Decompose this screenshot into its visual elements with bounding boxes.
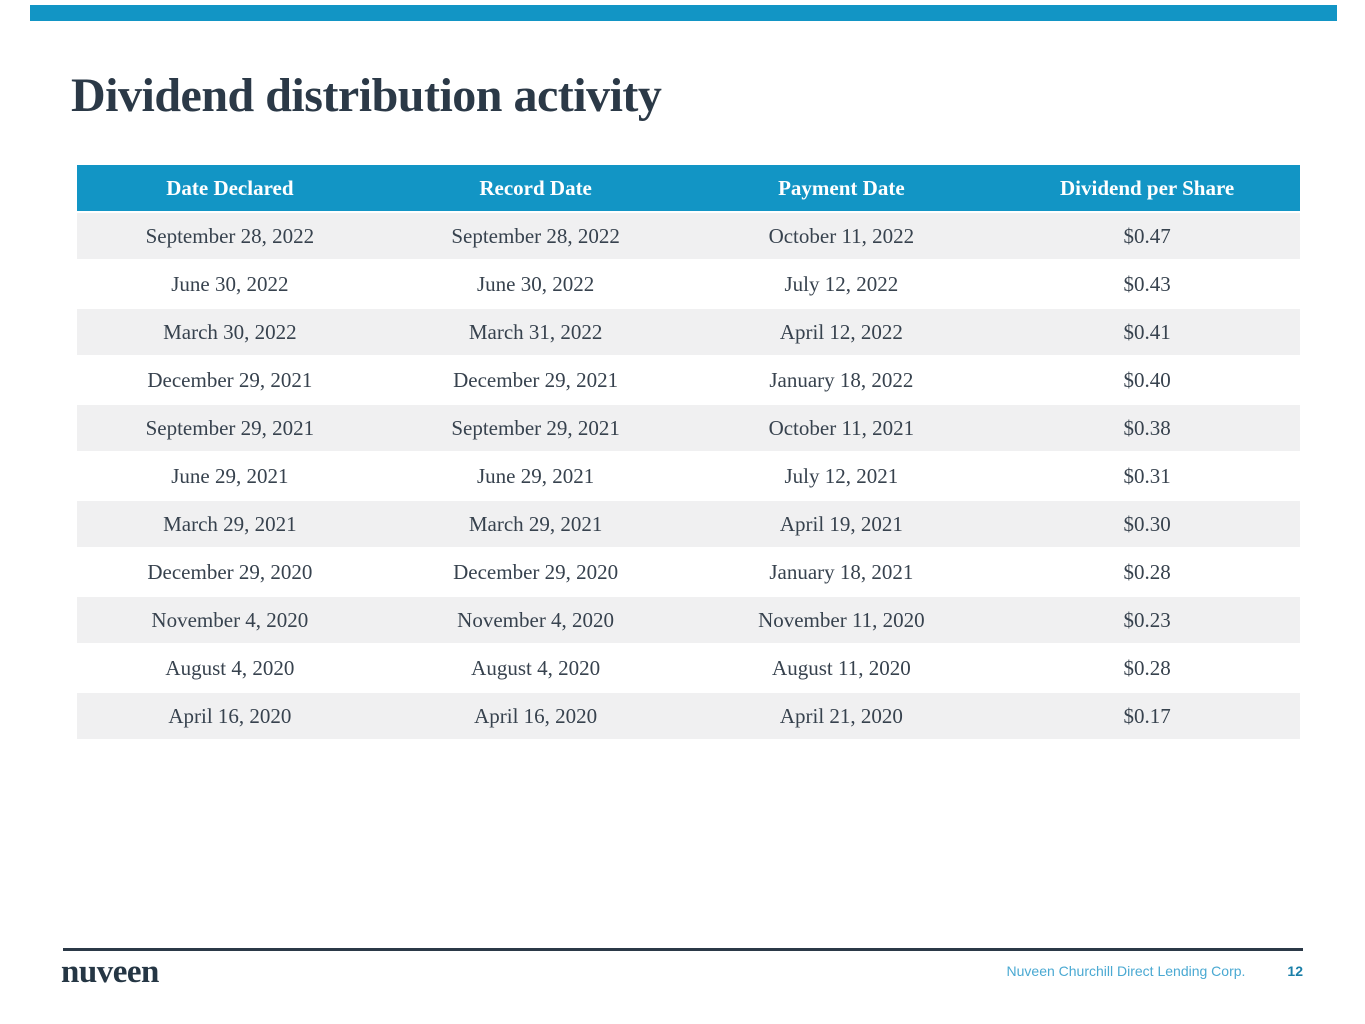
table-cell: June 30, 2022 bbox=[382, 261, 689, 307]
page-title: Dividend distribution activity bbox=[71, 69, 662, 122]
table-cell: June 29, 2021 bbox=[382, 453, 689, 499]
table-row: September 28, 2022 September 28, 2022 Octo… bbox=[77, 213, 1300, 259]
footer-divider-line bbox=[63, 948, 1303, 951]
table-cell: March 30, 2022 bbox=[77, 309, 383, 355]
table-cell: September 28, 2022 bbox=[77, 213, 383, 259]
nuveen-logo: nuveen bbox=[61, 954, 159, 990]
table-cell: June 29, 2021 bbox=[77, 453, 383, 499]
column-header-date-declared: Date Declared bbox=[77, 165, 383, 211]
table-cell: $0.43 bbox=[994, 261, 1300, 307]
table-cell: $0.28 bbox=[994, 645, 1300, 691]
table-cell: October 11, 2022 bbox=[688, 213, 995, 259]
table-cell: $0.17 bbox=[994, 693, 1300, 739]
table-cell: $0.40 bbox=[994, 357, 1300, 403]
table-row: November 4, 2020 November 4, 2020 November… bbox=[77, 597, 1300, 643]
table-cell: November 4, 2020 bbox=[77, 597, 383, 643]
footer-company-label: Nuveen Churchill Direct Lending Corp. bbox=[1006, 963, 1246, 979]
table-cell: January 18, 2021 bbox=[688, 549, 995, 595]
table-cell: April 16, 2020 bbox=[77, 693, 383, 739]
dividend-table: Date Declared Record Date Payment Date D… bbox=[77, 163, 1300, 741]
table-body: September 28, 2022 September 28, 2022 Octo… bbox=[77, 213, 1300, 739]
dividend-table-container: Date Declared Record Date Payment Date D… bbox=[77, 163, 1300, 741]
table-cell: March 31, 2022 bbox=[382, 309, 689, 355]
table-cell: $0.28 bbox=[994, 549, 1300, 595]
table-cell: August 11, 2020 bbox=[688, 645, 995, 691]
table-cell: $0.47 bbox=[994, 213, 1300, 259]
table-cell: September 28, 2022 bbox=[382, 213, 689, 259]
table-cell: November 11, 2020 bbox=[688, 597, 995, 643]
table-cell: July 12, 2021 bbox=[688, 453, 995, 499]
table-row: June 29, 2021 June 29, 2021 July 12, 2021 $… bbox=[77, 453, 1300, 499]
table-row: April 16, 2020 April 16, 2020 April 21, 20… bbox=[77, 693, 1300, 739]
table-row: March 29, 2021 March 29, 2021 April 19, 20… bbox=[77, 501, 1300, 547]
table-row: September 29, 2021 September 29, 2021 Octo… bbox=[77, 405, 1300, 451]
table-cell: March 29, 2021 bbox=[382, 501, 689, 547]
table-cell: $0.31 bbox=[994, 453, 1300, 499]
table-cell: April 12, 2022 bbox=[688, 309, 995, 355]
table-cell: April 16, 2020 bbox=[382, 693, 689, 739]
table-cell: August 4, 2020 bbox=[77, 645, 383, 691]
table-cell: April 21, 2020 bbox=[688, 693, 995, 739]
page-number: 12 bbox=[1287, 963, 1303, 979]
table-header-row: Date Declared Record Date Payment Date D… bbox=[77, 165, 1300, 211]
table-row: June 30, 2022 June 30, 2022 July 12, 2022 $… bbox=[77, 261, 1300, 307]
table-cell: December 29, 2021 bbox=[77, 357, 383, 403]
table-cell: September 29, 2021 bbox=[77, 405, 383, 451]
table-cell: $0.23 bbox=[994, 597, 1300, 643]
table-row: August 4, 2020 August 4, 2020 August 11, 2… bbox=[77, 645, 1300, 691]
table-cell: December 29, 2020 bbox=[382, 549, 689, 595]
footer-right-group: Nuveen Churchill Direct Lending Corp. 12 bbox=[1007, 963, 1303, 979]
table-row: December 29, 2020 December 29, 2020 Januar… bbox=[77, 549, 1300, 595]
column-header-record-date: Record Date bbox=[382, 165, 689, 211]
table-row: March 30, 2022 March 31, 2022 April 12, 20… bbox=[77, 309, 1300, 355]
table-cell: $0.41 bbox=[994, 309, 1300, 355]
table-cell: $0.30 bbox=[994, 501, 1300, 547]
table-cell: October 11, 2021 bbox=[688, 405, 995, 451]
table-cell: $0.38 bbox=[994, 405, 1300, 451]
top-accent-bar bbox=[30, 5, 1337, 21]
table-cell: December 29, 2021 bbox=[382, 357, 689, 403]
table-header: Date Declared Record Date Payment Date D… bbox=[77, 165, 1300, 211]
table-cell: March 29, 2021 bbox=[77, 501, 383, 547]
table-cell: January 18, 2022 bbox=[688, 357, 995, 403]
column-header-dividend-per-share: Dividend per Share bbox=[994, 165, 1300, 211]
table-cell: April 19, 2021 bbox=[688, 501, 995, 547]
table-cell: June 30, 2022 bbox=[77, 261, 383, 307]
table-cell: August 4, 2020 bbox=[382, 645, 689, 691]
table-cell: July 12, 2022 bbox=[688, 261, 995, 307]
table-cell: November 4, 2020 bbox=[382, 597, 689, 643]
table-cell: September 29, 2021 bbox=[382, 405, 689, 451]
column-header-payment-date: Payment Date bbox=[688, 165, 995, 211]
table-cell: December 29, 2020 bbox=[77, 549, 383, 595]
table-row: December 29, 2021 December 29, 2021 Januar… bbox=[77, 357, 1300, 403]
